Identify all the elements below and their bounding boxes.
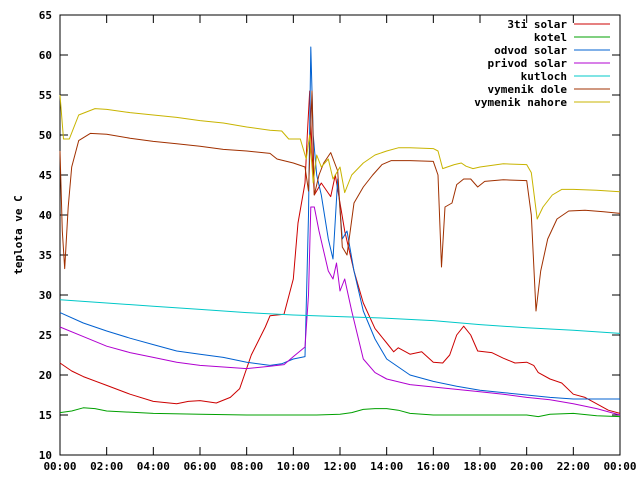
- x-tick-label: 20:00: [510, 460, 543, 473]
- legend-label: kutloch: [521, 70, 567, 83]
- y-tick-label: 40: [39, 209, 52, 222]
- y-axis-title: teplota ve C: [12, 195, 25, 274]
- y-tick-label: 30: [39, 289, 52, 302]
- y-axis: 10 15 20 25 30 35 40 45 50 55 60 65: [39, 9, 620, 462]
- series-line-5: [59, 299, 621, 334]
- legend-label: vymenik nahore: [474, 96, 567, 109]
- legend-label: privod solar: [488, 57, 568, 70]
- series-line-4: [59, 206, 621, 416]
- x-tick-label: 18:00: [463, 460, 496, 473]
- x-tick-label: 22:00: [557, 460, 590, 473]
- series-line-3: [59, 46, 620, 400]
- y-tick-label: 55: [39, 89, 52, 102]
- x-axis: 00:00 02:00 04:00 06:00 08:00 10:00 12:00 14:00…: [43, 15, 637, 473]
- legend-label: vymenik dole: [488, 83, 568, 96]
- x-tick-label: 12:00: [323, 460, 356, 473]
- series-line-2: [59, 407, 621, 418]
- y-tick-label: 65: [39, 9, 52, 22]
- y-tick-label: 35: [39, 249, 52, 262]
- x-tick-label: 02:00: [90, 460, 123, 473]
- series-line-6: [59, 90, 621, 312]
- x-tick-label: 00:00: [43, 460, 76, 473]
- series-line-7: [59, 94, 621, 220]
- y-tick-label: 25: [39, 329, 52, 342]
- x-tick-label: 08:00: [230, 460, 263, 473]
- y-tick-label: 20: [39, 369, 52, 382]
- y-tick-label: 10: [39, 449, 52, 462]
- x-tick-label: 10:00: [277, 460, 310, 473]
- series-lines: [59, 46, 621, 418]
- x-tick-label: 14:00: [370, 460, 403, 473]
- y-tick-label: 15: [39, 409, 52, 422]
- legend-label: 3ti solar: [507, 18, 567, 31]
- x-tick-label: 00:00: [603, 460, 636, 473]
- legend-label: odvod solar: [494, 44, 567, 57]
- legend-label: kotel: [534, 31, 567, 44]
- series-line-1: [59, 90, 621, 414]
- x-tick-label: 16:00: [417, 460, 450, 473]
- x-tick-label: 04:00: [137, 460, 170, 473]
- y-tick-label: 50: [39, 129, 52, 142]
- y-tick-label: 45: [39, 169, 52, 182]
- y-tick-label: 60: [39, 49, 52, 62]
- x-tick-label: 06:00: [183, 460, 216, 473]
